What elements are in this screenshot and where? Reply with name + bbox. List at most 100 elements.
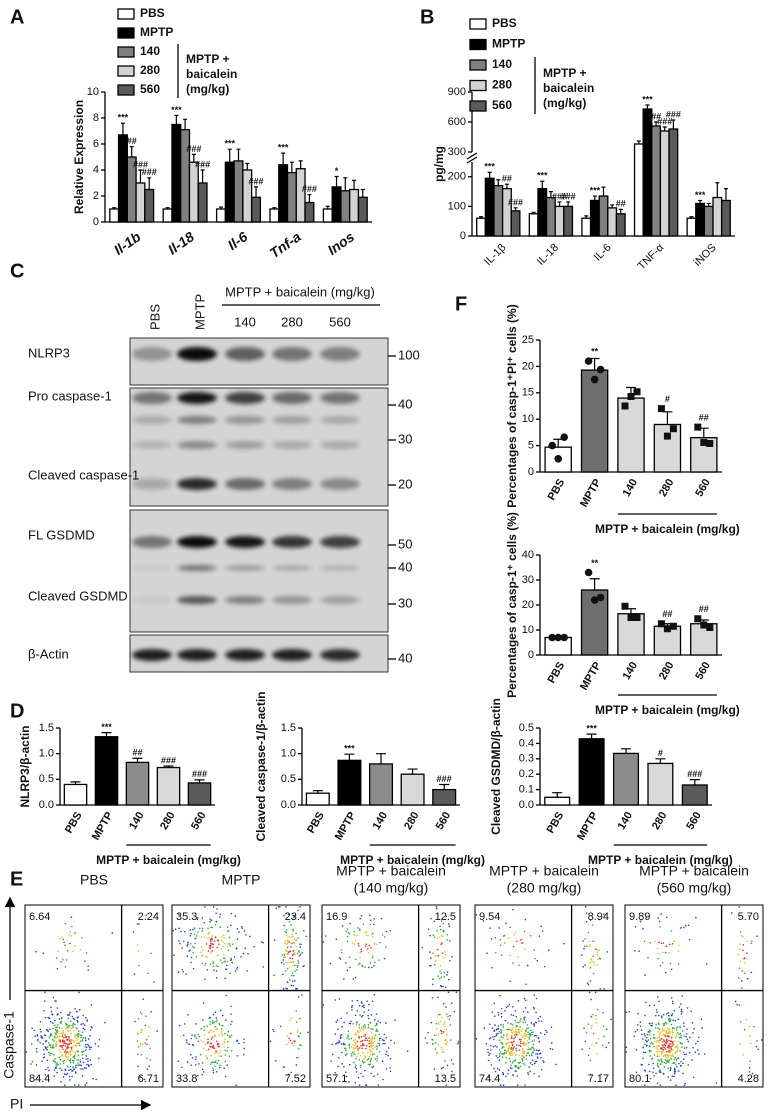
flow-dot bbox=[371, 1035, 374, 1037]
flow-dot bbox=[596, 1008, 599, 1011]
flow-dot bbox=[587, 931, 590, 934]
flow-dot bbox=[293, 979, 296, 982]
flow-dot bbox=[350, 1055, 353, 1057]
y-tick-label: 0.0 bbox=[281, 799, 296, 811]
flow-dot bbox=[382, 1078, 384, 1081]
flow-dot bbox=[502, 1024, 504, 1026]
flow-dot bbox=[82, 1022, 84, 1025]
flow-x-label: PI bbox=[10, 1096, 23, 1112]
flow-dot bbox=[199, 1053, 202, 1056]
flow-dot bbox=[644, 1070, 647, 1072]
flow-dot bbox=[500, 1023, 502, 1026]
x-tick-label: Inos bbox=[324, 228, 357, 258]
flow-dot bbox=[207, 1038, 209, 1041]
flow-dot bbox=[523, 930, 526, 933]
flow-dot bbox=[688, 938, 691, 941]
flow-dot bbox=[594, 991, 597, 994]
flow-dot bbox=[672, 1043, 675, 1046]
flow-dot bbox=[670, 1040, 673, 1042]
flow-dot bbox=[369, 914, 371, 917]
flow-dot bbox=[739, 960, 742, 963]
flow-dot bbox=[599, 987, 602, 990]
flow-dot bbox=[447, 991, 450, 994]
flow-dot bbox=[81, 1031, 84, 1034]
flow-dot bbox=[590, 998, 593, 1001]
flow-dot bbox=[345, 1075, 348, 1078]
flow-dot bbox=[370, 1046, 373, 1048]
flow-dot bbox=[665, 1062, 667, 1065]
flow-dot bbox=[662, 1046, 664, 1048]
x-tick-label: 140 bbox=[621, 660, 641, 682]
flow-dot bbox=[292, 930, 295, 932]
flow-dot bbox=[346, 940, 349, 943]
flow-dot bbox=[510, 1064, 512, 1067]
flow-dot bbox=[62, 1044, 65, 1047]
flow-dot bbox=[442, 1050, 445, 1053]
flow-dot bbox=[665, 1030, 668, 1032]
flow-dot bbox=[288, 921, 291, 923]
flow-dot bbox=[82, 1037, 84, 1039]
flow-dot bbox=[499, 1039, 501, 1041]
flow-dot bbox=[746, 957, 749, 960]
bar bbox=[659, 130, 670, 237]
flow-dot bbox=[190, 1064, 192, 1066]
flow-dot bbox=[209, 920, 211, 923]
flow-dot bbox=[226, 1046, 229, 1049]
flow-dot bbox=[760, 1039, 763, 1041]
flow-dot bbox=[521, 1028, 523, 1030]
blot-band bbox=[132, 441, 172, 449]
flow-dot bbox=[625, 1046, 628, 1049]
flow-dot bbox=[370, 1028, 372, 1030]
flow-dot bbox=[509, 954, 512, 957]
flow-dot bbox=[668, 1020, 671, 1022]
flow-dot bbox=[675, 1027, 678, 1029]
flow-dot bbox=[373, 961, 376, 964]
flow-dot bbox=[536, 1056, 539, 1058]
flow-dot bbox=[79, 1040, 82, 1043]
flow-dot bbox=[512, 1023, 514, 1026]
flow-dot bbox=[286, 1035, 288, 1037]
flow-dot bbox=[539, 1052, 542, 1055]
flow-dot bbox=[300, 943, 302, 946]
flow-dot bbox=[592, 940, 594, 943]
flow-dot bbox=[76, 1035, 78, 1038]
flow-dot bbox=[368, 944, 371, 947]
flow-dot bbox=[187, 943, 189, 946]
flow-dot bbox=[662, 1039, 665, 1041]
flow-dot bbox=[216, 1028, 219, 1030]
flow-dot bbox=[701, 1027, 704, 1029]
flow-dot bbox=[653, 1045, 655, 1048]
flow-dot bbox=[518, 1062, 520, 1065]
flow-dot bbox=[211, 943, 214, 945]
flow-dot bbox=[210, 944, 212, 947]
flow-dot bbox=[665, 1055, 667, 1058]
significance-label: ## bbox=[502, 174, 512, 184]
flow-dot bbox=[641, 1033, 643, 1036]
flow-dot bbox=[668, 1047, 671, 1049]
significance-label: *** bbox=[586, 724, 597, 734]
flow-dot bbox=[439, 1013, 441, 1016]
flow-dot bbox=[67, 1027, 69, 1030]
flow-dot bbox=[62, 958, 64, 961]
bar bbox=[544, 796, 571, 806]
flow-dot bbox=[190, 961, 192, 964]
flow-dot bbox=[58, 1026, 61, 1029]
flow-dot bbox=[371, 956, 374, 959]
flow-dot bbox=[231, 1020, 233, 1023]
flow-dot bbox=[49, 1028, 51, 1031]
flow-dot bbox=[285, 931, 288, 934]
flow-dot bbox=[186, 1061, 189, 1063]
flow-dot bbox=[642, 1057, 644, 1060]
flow-dot bbox=[365, 1047, 367, 1050]
flow-dot bbox=[63, 941, 65, 944]
flow-dot bbox=[368, 1040, 371, 1042]
bar bbox=[712, 196, 723, 237]
error-bar bbox=[636, 140, 641, 144]
panel-label: B bbox=[420, 6, 434, 28]
flow-dot bbox=[61, 1054, 63, 1056]
flow-dot bbox=[757, 1048, 759, 1051]
flow-dot bbox=[583, 947, 585, 950]
flow-dot bbox=[394, 1019, 396, 1021]
flow-dot bbox=[371, 932, 374, 935]
flow-dot bbox=[234, 970, 237, 972]
